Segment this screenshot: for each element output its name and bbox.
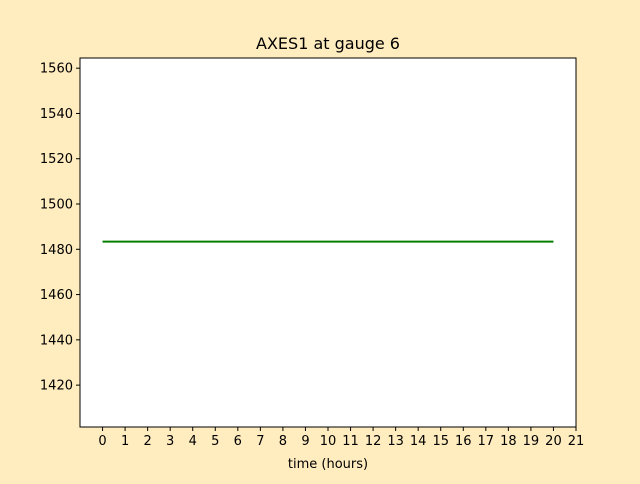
- x-tick-label: 14: [410, 434, 427, 449]
- y-tick-label: 1440: [40, 333, 73, 348]
- y-tick-label: 1520: [40, 152, 73, 167]
- y-tick-label: 1460: [40, 288, 73, 303]
- y-tick-label: 1420: [40, 379, 73, 394]
- x-tick-label: 9: [301, 434, 309, 449]
- x-tick-label: 7: [256, 434, 264, 449]
- y-tick-label: 1540: [40, 107, 73, 122]
- y-tick-label: 1500: [40, 198, 73, 213]
- x-tick-label: 10: [320, 434, 337, 449]
- x-tick-label: 17: [478, 434, 495, 449]
- x-tick-label: 2: [143, 434, 151, 449]
- x-tick-label: 12: [365, 434, 382, 449]
- y-tick-label: 1560: [40, 62, 73, 77]
- x-tick-label: 15: [432, 434, 449, 449]
- x-tick-label: 20: [545, 434, 562, 449]
- x-axis-label: time (hours): [288, 457, 368, 472]
- y-tick-label: 1480: [40, 243, 73, 258]
- x-tick-label: 6: [234, 434, 242, 449]
- x-tick-label: 4: [189, 434, 197, 449]
- x-tick-label: 3: [166, 434, 174, 449]
- x-tick-label: 11: [342, 434, 359, 449]
- x-tick-label: 5: [211, 434, 219, 449]
- x-axis-ticks: 0 1 2 3 4 5 6 7 8 9 10 11 12 13 14 15 16 17 18 19 20 21: [98, 427, 584, 449]
- x-tick-label: 1: [121, 434, 129, 449]
- x-tick-label: 8: [279, 434, 287, 449]
- x-tick-label: 16: [455, 434, 472, 449]
- x-tick-label: 13: [387, 434, 404, 449]
- y-axis-ticks: 1420 1440 1460 1480 1500 1520 1540 1560: [40, 62, 80, 394]
- x-tick-label: 18: [500, 434, 517, 449]
- chart-title: AXES1 at gauge 6: [256, 34, 400, 53]
- x-tick-label: 21: [568, 434, 585, 449]
- x-tick-label: 19: [523, 434, 540, 449]
- x-tick-label: 0: [98, 434, 106, 449]
